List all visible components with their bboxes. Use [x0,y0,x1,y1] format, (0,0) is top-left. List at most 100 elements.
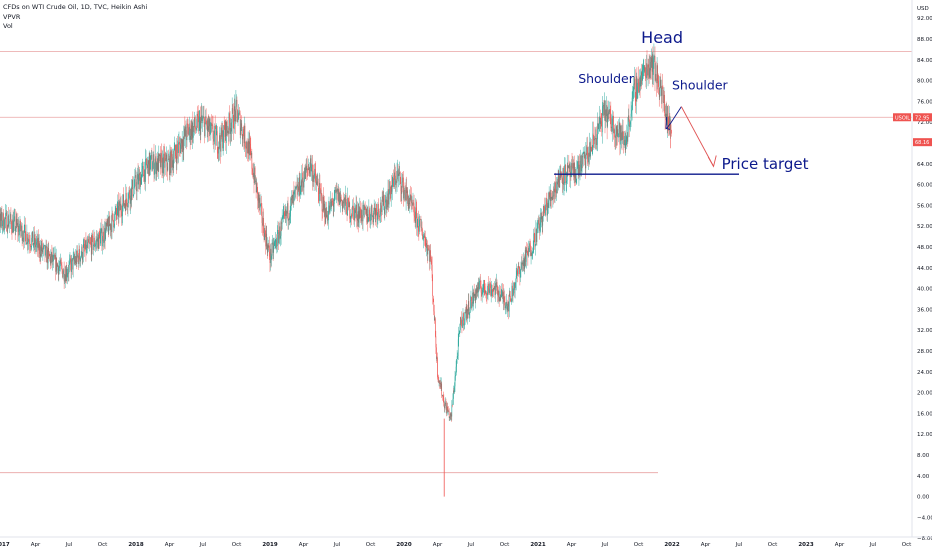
candle-body [76,250,78,265]
time-tick-label: 2021 [530,542,545,548]
candle-body [327,220,329,221]
candle-body [143,166,144,176]
candle-body [254,167,255,184]
candle-body [468,301,470,316]
candle-body [266,233,268,246]
candle-body [419,220,420,232]
candle-body [206,125,208,131]
price-tick-label: 56.00 [917,203,932,209]
candle-body [305,166,307,171]
candle-body [542,206,544,217]
price-tick-label: 72.00 [917,120,932,126]
candle-body [376,209,378,220]
left-shoulder-label[interactable]: Shoulder [578,71,635,86]
candle-body [61,265,63,270]
candle-body [507,301,509,307]
shoulder-pointer-arrow[interactable] [666,106,682,129]
candle-body [541,216,543,220]
candle-body [617,129,619,134]
candle-body [242,129,244,140]
candle-body [60,260,62,264]
candle-body [116,213,118,216]
candle-body [530,252,532,256]
candle-body [209,118,210,127]
right-shoulder-label[interactable]: Shoulder [672,77,729,92]
legend-symbol-title[interactable]: CFDs on WTI Crude Oil, 1D, TVC, Heikin A… [3,3,148,11]
legend-indicator-vol[interactable]: Vol [3,22,13,30]
candle-body [413,203,415,216]
candle-body [608,111,610,115]
candle-body [628,115,630,121]
candle-body [247,149,248,154]
candle-body [237,109,238,123]
candle-body [495,283,497,288]
candle-body [468,301,469,311]
candle-body [139,177,141,190]
candle-body [545,207,546,216]
candle-body [352,205,353,217]
candle-body [504,302,506,309]
candle-body [507,306,508,311]
candle-body [519,267,520,272]
candle-body [7,216,9,227]
candle-body [399,171,401,179]
candle-body [551,197,553,199]
head-label[interactable]: Head [641,28,683,47]
candle-body [99,235,101,246]
candle-body [92,235,93,237]
candle-body [659,87,661,98]
candle-body [27,233,28,244]
candle-body [563,183,565,185]
candle-body [424,235,425,239]
candle-body [302,181,304,183]
candle-body [348,199,349,207]
candle-body [349,218,351,220]
candle-body [253,173,255,184]
candle-body [528,247,530,252]
candle-body [578,161,579,176]
target-arrow[interactable] [680,106,714,167]
candle-body [437,377,439,378]
price-axis[interactable]: 92.0088.0084.0080.0076.0072.0068.0064.00… [911,0,932,542]
candle-body [256,183,258,188]
candle-body [135,175,137,187]
candle-body [338,189,340,205]
candle-body [519,271,521,278]
candle-body [533,233,535,235]
candle-body [368,219,369,223]
candle-body [168,159,169,160]
candle-body [443,398,445,406]
candle-body [406,187,407,194]
price-target-label[interactable]: Price target [722,155,809,173]
candle-body [600,121,602,123]
candle-body [612,118,613,132]
candle-body [548,200,549,208]
candle-body [79,258,81,262]
candle-body [413,202,414,204]
candle-body [665,113,666,118]
time-axis[interactable]: 2017 Apr Jul Oct 2018 Apr Jul Oct 2019 Apr Jul Oct 2… [0,536,932,548]
candle-body [381,210,382,212]
candle-body [613,129,615,134]
candle-body [414,217,416,223]
candle-body [356,204,357,219]
candle-body [29,243,31,246]
legend-indicator-vpvr[interactable]: VPVR [3,12,21,21]
candle-body [649,68,650,78]
shoulder-pointer-arrowhead [665,116,671,130]
candle-body [2,213,4,225]
candle-body [618,129,620,134]
candle-body [133,187,135,195]
candle-body [277,230,279,231]
candle-body [194,117,196,128]
candle-body [455,366,457,376]
candle-body [494,286,495,290]
candle-body [2,224,3,227]
candle-body [411,195,412,204]
candle-body [403,190,405,199]
candle-body [152,168,153,171]
candle-body [128,194,129,204]
candle-body [636,76,638,99]
candle-body [544,206,545,211]
